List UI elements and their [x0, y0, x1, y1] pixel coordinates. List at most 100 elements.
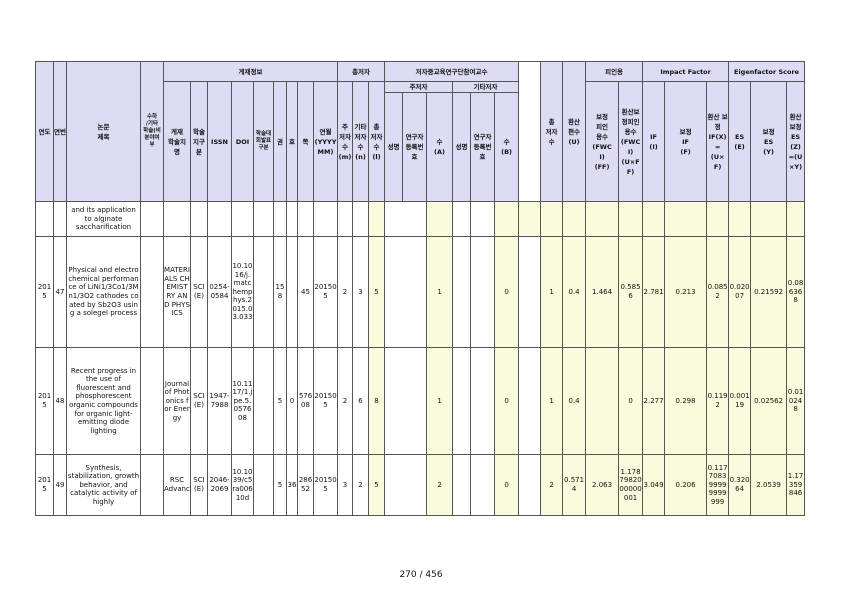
table-row: 2015 49 Synthesis, stabilization, growth…	[35, 454, 805, 516]
cell-title: and its application to alginate sacchari…	[66, 201, 141, 237]
header-other-author: 기타저자	[452, 81, 520, 93]
cell-date: 201505	[312, 236, 339, 348]
cell-fwci-conv	[618, 201, 644, 237]
header-m-reg: 연구자 등록번 호	[402, 92, 428, 202]
header-if: IF (I)	[642, 81, 666, 202]
cell-fwci: 2.063	[585, 454, 620, 516]
cell-seq: 49	[53, 454, 67, 516]
cell-m-name	[384, 454, 403, 516]
cell-if-conv: 0.0852	[706, 236, 730, 348]
cell-suha	[140, 236, 164, 348]
cell-category: SCI(E)	[190, 347, 208, 455]
header-eigenfactor: Eigenfactor Score	[728, 61, 805, 82]
header-total-n: 총 저자 수 (l)	[368, 81, 386, 202]
cell-blank	[518, 201, 542, 237]
cell-kci	[253, 347, 274, 455]
header-m-name: 성명	[384, 92, 404, 202]
cell-suha	[140, 201, 164, 237]
cell-o-count	[494, 201, 520, 237]
cell-tot-authors: 1	[540, 347, 564, 455]
cell-m-reg	[402, 347, 428, 455]
cell-doi: 10.1016/j.matchemphys.2015.03.033	[231, 236, 254, 348]
header-other-n: 기타 저자 수 (n)	[352, 81, 370, 202]
cell-journal: MATERIALS CHEMISTRY AND PHYSICS	[163, 236, 191, 348]
cell-fwci-conv: 1.1787982000000001	[618, 454, 644, 516]
cell-o-name	[452, 347, 472, 455]
cell-if-conv: 0.1192	[706, 347, 730, 455]
cell-issue	[286, 201, 298, 237]
cell-other-n: 2	[352, 454, 370, 516]
cell-blank	[518, 236, 542, 348]
cell-tot-authors: 2	[540, 454, 564, 516]
cell-if-adj	[664, 201, 708, 237]
header-es-adj: 보정 ES (Y)	[750, 81, 788, 202]
cell-fwci	[585, 347, 620, 455]
header-journal-info: 게재정보	[162, 61, 339, 82]
header-journal-name: 게재 학술지 명	[163, 81, 191, 202]
cell-tot-authors	[540, 201, 564, 237]
cell-es-conv	[786, 201, 805, 237]
cell-page	[297, 201, 314, 237]
cell-kci	[253, 236, 274, 348]
cell-issue	[286, 236, 298, 348]
cell-year	[35, 201, 54, 237]
cell-blank	[518, 454, 542, 516]
header-if-conv: 환산 보정 IF(X) = (U×F)	[706, 81, 730, 202]
cell-category	[190, 201, 208, 237]
cell-es: 0.00119	[728, 347, 752, 455]
header-page: 쪽	[297, 81, 314, 202]
cell-m-name	[384, 347, 403, 455]
header-impact-factor: Impact Factor	[642, 61, 730, 82]
cell-es: 0.02007	[728, 236, 752, 348]
cell-issn	[207, 201, 232, 237]
header-doi: DOI	[231, 81, 254, 202]
cell-kci	[253, 201, 274, 237]
cell-doi: 10.1039/c5ra00610d	[231, 454, 254, 516]
cell-o-count: 0	[494, 236, 520, 348]
cell-title: Physical and electrochemical performance…	[66, 236, 141, 348]
cell-blank	[518, 347, 542, 455]
header-if-adj: 보정 IF (F)	[664, 81, 708, 202]
header-year: 연도	[35, 61, 54, 202]
cell-conv	[562, 201, 587, 237]
table-row: 2015 47 Physical and electrochemical per…	[35, 236, 805, 348]
header-citation: 피인용	[585, 61, 644, 82]
cell-o-reg	[470, 201, 496, 237]
header-issn: ISSN	[207, 81, 232, 202]
header-suha: 수하 /기타 학술(비 분야여 부	[140, 61, 164, 202]
header-title: 논문 제목	[66, 61, 141, 202]
cell-kci	[253, 454, 274, 516]
cell-m-reg	[402, 454, 428, 516]
cell-volume: 158	[273, 236, 287, 348]
cell-title: Recent progress in the use of fluorescen…	[66, 347, 141, 455]
cell-suha	[140, 347, 164, 455]
cell-year: 2015	[35, 347, 54, 455]
cell-es	[728, 201, 752, 237]
cell-category: SCI(E)	[190, 236, 208, 348]
cell-m-count: 1	[426, 236, 454, 348]
cell-seq	[53, 201, 67, 237]
cell-other-n: 3	[352, 236, 370, 348]
cell-main-n: 2	[337, 236, 354, 348]
cell-page: 57608	[297, 347, 314, 455]
table-row: and its application to alginate sacchari…	[35, 201, 805, 237]
cell-m-count	[426, 201, 454, 237]
header-volume: 권	[273, 81, 287, 202]
cell-if-adj: 0.213	[664, 236, 708, 348]
cell-if-adj: 0.206	[664, 454, 708, 516]
cell-conv: 0.4	[562, 347, 587, 455]
cell-issn: 1947-7988	[207, 347, 232, 455]
header-main-author: 주저자	[384, 81, 454, 93]
cell-category: SCI(E)	[190, 454, 208, 516]
header-consortium: 저자중교육연구단참여교수	[384, 61, 520, 82]
cell-doi	[231, 201, 254, 237]
cell-o-reg	[470, 347, 496, 455]
cell-o-name	[452, 201, 472, 237]
cell-o-count: 0	[494, 347, 520, 455]
header-main-n: 주 저자 수 (m)	[337, 81, 354, 202]
cell-other-n	[352, 201, 370, 237]
cell-if-conv	[706, 201, 730, 237]
cell-suha	[140, 454, 164, 516]
cell-fwci	[585, 201, 620, 237]
cell-m-reg	[402, 201, 428, 237]
